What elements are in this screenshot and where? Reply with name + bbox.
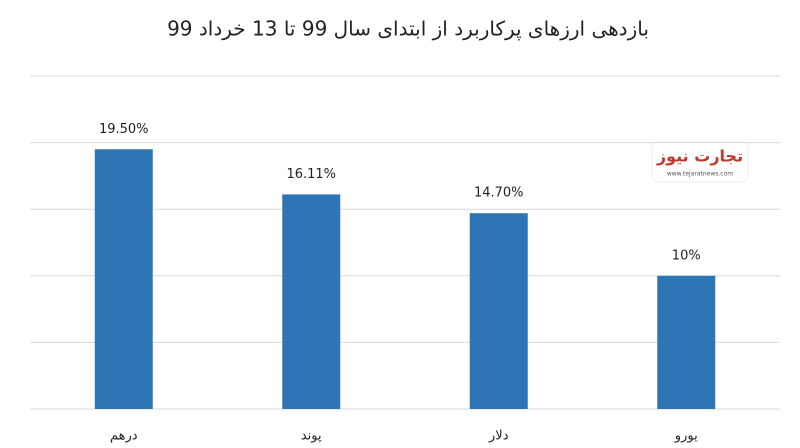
x-tick-label: پوند [301, 429, 322, 444]
x-tick-label: دلار [488, 429, 509, 444]
value-label: 16.11% [286, 167, 336, 182]
value-label: 19.50% [99, 122, 149, 137]
bar [657, 275, 716, 409]
logo-url: www.tejaratnews.com [667, 171, 733, 178]
x-tick-label: درهم [110, 429, 138, 444]
chart-title: بازدهی ارزهای پرکاربرد از ابتدای سال 99 … [167, 17, 649, 42]
bar [282, 194, 341, 409]
bar [94, 149, 153, 409]
value-label: 14.70% [474, 186, 524, 201]
logo-name: تجارت نیوز [656, 147, 743, 166]
bar [469, 213, 528, 409]
x-tick-label: یورو [674, 429, 698, 444]
logo: تجارت نیوز www.tejaratnews.com [651, 141, 749, 183]
logo-box [651, 141, 749, 183]
value-label: 10% [672, 248, 701, 263]
